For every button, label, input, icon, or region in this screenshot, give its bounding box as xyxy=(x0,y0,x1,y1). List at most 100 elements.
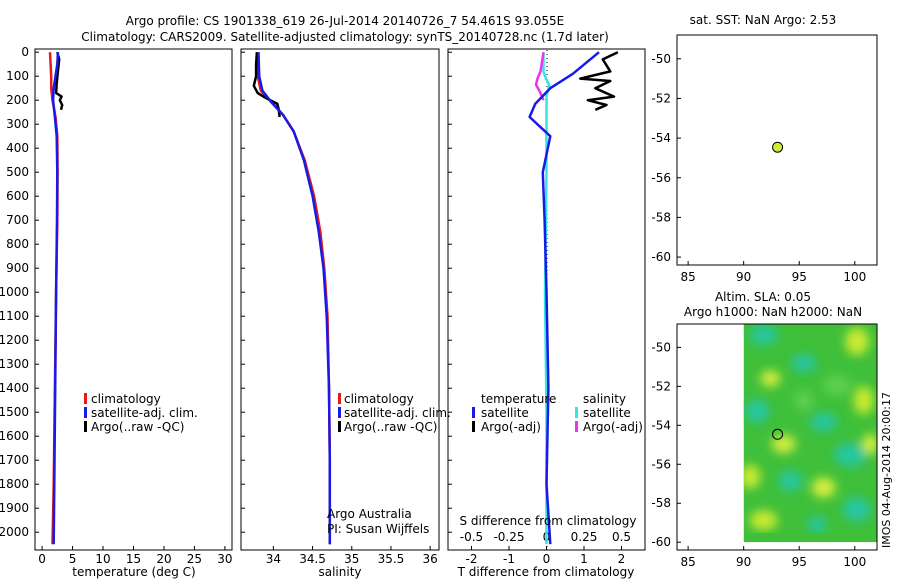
map-y-tick-label: -56 xyxy=(651,171,671,185)
map-y-tick-label: -54 xyxy=(651,131,671,145)
depth-tick-label: 1100 xyxy=(0,309,29,323)
map-y-tick-label: -52 xyxy=(651,91,671,105)
depth-tick-label: 500 xyxy=(6,165,29,179)
depth-tick-label: 1700 xyxy=(0,453,29,467)
sla-map-title-line1: Altim. SLA: 0.05 xyxy=(715,290,811,304)
map-y-tick-label: -50 xyxy=(651,52,671,66)
sla-blob xyxy=(811,477,836,498)
map-y-tick-label: -60 xyxy=(651,250,671,264)
temperature-legend-satellite: satellite-adj. clim. xyxy=(91,406,198,420)
depth-tick-label: 1500 xyxy=(0,405,29,419)
legend-salinity-heading: salinity xyxy=(583,392,626,406)
depth-tick-label: 1600 xyxy=(0,429,29,443)
legend-t-satellite: satellite xyxy=(481,406,529,420)
temperature-xlabel: temperature (deg C) xyxy=(72,565,195,579)
sla-blob xyxy=(834,442,867,467)
x-tick-label: -1 xyxy=(503,552,515,566)
sla-map-title-line2: Argo h1000: NaN h2000: NaN xyxy=(684,305,862,319)
map-x-tick-label: 95 xyxy=(792,270,807,284)
depth-tick-label: 600 xyxy=(6,189,29,203)
x-tick-label: 5 xyxy=(69,552,77,566)
map-x-tick-label: 95 xyxy=(792,555,807,569)
temperature-legend-satellite-swatch xyxy=(84,407,87,418)
s-tick-label: 0.5 xyxy=(612,530,631,544)
series-t-satellite xyxy=(528,51,600,545)
x-tick-label: 10 xyxy=(95,552,110,566)
depth-tick-label: 0 xyxy=(21,45,29,59)
depth-tick-label: 1800 xyxy=(0,477,29,491)
depth-tick-label: 900 xyxy=(6,261,29,275)
x-tick-label: 36 xyxy=(423,552,438,566)
legend-t-satellite-swatch xyxy=(472,407,475,418)
sst-map-axes: 85 90 95 100 -50 -52 -54 -56 -58 -60 xyxy=(651,52,866,284)
sla-blob xyxy=(862,434,878,455)
s-tick-label: -0.25 xyxy=(493,530,524,544)
sla-anomalies xyxy=(743,324,878,533)
sla-map-axes: 85 90 95 100 -50 -52 -54 -56 -58 -60 xyxy=(651,340,866,569)
legend-s-satellite-swatch xyxy=(575,407,578,418)
difference-t-axis: -2 -1 0 1 2 xyxy=(466,546,626,566)
temperature-legend-argo: Argo(..raw -QC) xyxy=(91,420,184,434)
sla-blob xyxy=(760,370,781,387)
sla-blob xyxy=(749,324,778,345)
sla-blob xyxy=(749,510,778,531)
sla-blob xyxy=(823,375,851,396)
temperature-panel: 0100200300400500600700800900100011001200… xyxy=(0,45,452,579)
difference-series xyxy=(528,51,619,545)
s-tick-label: -0.5 xyxy=(460,530,483,544)
figure-title-line2: Climatology: CARS2009. Satellite-adjuste… xyxy=(81,30,609,44)
x-tick-label: 35 xyxy=(344,552,359,566)
depth-tick-label: 700 xyxy=(6,213,29,227)
sla-argo-location-marker xyxy=(772,428,784,440)
sst-map-frame xyxy=(676,34,878,266)
sla-blob xyxy=(791,354,816,373)
depth-tick-label: 400 xyxy=(6,141,29,155)
x-tick-label: -2 xyxy=(466,552,478,566)
salinity-legend: climatology satellite-adj. clim. Argo(..… xyxy=(338,392,451,434)
map-x-tick-label: 100 xyxy=(843,555,866,569)
sst-argo-location-marker xyxy=(772,141,784,153)
series-climatology xyxy=(255,52,332,545)
salinity-panel: 34 34.5 35 35.5 36 salinity climatology sate… xyxy=(240,48,451,579)
depth-tick-label: 1200 xyxy=(0,333,29,347)
sla-map-panel: Altim. SLA: 0.05 Argo h1000: NaN h2000: … xyxy=(651,290,893,569)
depth-tick-label: 1000 xyxy=(0,285,29,299)
depth-tick-label: 100 xyxy=(6,69,29,83)
x-tick-label: 2 xyxy=(618,552,626,566)
sla-heatmap xyxy=(743,324,878,543)
legend-s-argo: Argo(-adj) xyxy=(583,420,643,434)
temperature-legend-climatology: climatology xyxy=(91,392,161,406)
sst-map-panel: sat. SST: NaN Argo: 2.53 85 90 95 100 -50 -52… xyxy=(651,13,878,284)
depth-tick-label: 1300 xyxy=(0,357,29,371)
map-x-tick-label: 90 xyxy=(736,555,751,569)
map-y-tick-label: -58 xyxy=(651,210,671,224)
map-y-tick-label: -52 xyxy=(651,379,671,393)
argo-australia-label: Argo Australia xyxy=(327,507,412,521)
temperature-depth-axis: 0 100 200 300 400 500 600 700 800 900 1000 1100 1200… xyxy=(0,45,452,539)
sla-blob xyxy=(793,390,814,411)
temperature-legend-argo-swatch xyxy=(84,421,87,432)
salinity-xlabel: salinity xyxy=(318,565,361,579)
map-y-tick-label: -56 xyxy=(651,457,671,471)
imos-timestamp-label: IMOS 04-Aug-2014 20:00:17 xyxy=(880,392,893,548)
legend-s-satellite: satellite xyxy=(583,406,631,420)
difference-panel: -2 -1 0 1 2 -0.5 -0.25 0 0.25 0.5 S difference f… xyxy=(447,48,646,579)
series-s-argo-adj xyxy=(534,52,545,101)
x-tick-label: 20 xyxy=(156,552,171,566)
temperature-legend: climatology satellite-adj. clim. Argo(..… xyxy=(84,392,198,434)
salinity-legend-satellite: satellite-adj. clim. xyxy=(344,406,451,420)
map-x-tick-label: 85 xyxy=(680,270,695,284)
sla-map-frame xyxy=(676,323,878,551)
x-tick-label: 34 xyxy=(266,552,281,566)
legend-t-argo-swatch xyxy=(472,421,475,432)
x-tick-label: 0 xyxy=(543,552,551,566)
s-difference-label: S difference from climatology xyxy=(460,514,637,528)
x-tick-label: 0 xyxy=(38,552,46,566)
x-tick-label: 25 xyxy=(187,552,202,566)
sla-blob xyxy=(845,327,869,356)
salinity-legend-climatology-swatch xyxy=(338,393,341,404)
depth-tick-label: 2000 xyxy=(0,525,29,539)
legend-t-argo: Argo(-adj) xyxy=(481,420,541,434)
sla-blob xyxy=(745,399,769,424)
x-tick-label: 34.5 xyxy=(299,552,326,566)
